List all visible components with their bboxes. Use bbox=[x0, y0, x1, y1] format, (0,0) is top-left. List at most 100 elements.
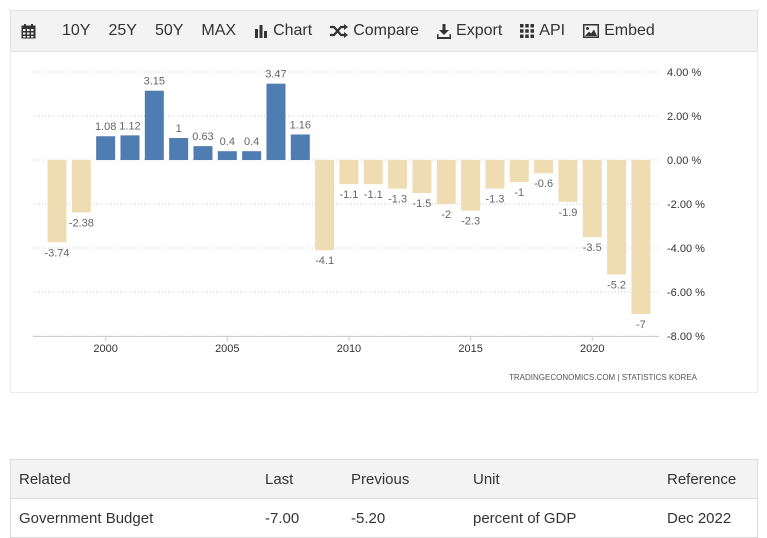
chart-button[interactable]: Chart bbox=[245, 11, 321, 51]
cell-last: -7.00 bbox=[265, 509, 300, 527]
chart-bar bbox=[363, 160, 383, 185]
header-reference: Reference bbox=[659, 460, 757, 499]
data-label: -2.3 bbox=[461, 216, 480, 228]
chart-bar bbox=[607, 160, 627, 275]
chart-panel: 4.00 % 2.00 % 0.00 % -2.00 % -4.00 % -6.00 % -… bbox=[10, 52, 758, 393]
y-tick-label: -8.00 % bbox=[667, 331, 705, 343]
data-label: -3.74 bbox=[44, 247, 69, 259]
chart-bar bbox=[388, 160, 408, 189]
related-table-container: Related Last Previous Unit Reference Gov… bbox=[10, 459, 758, 538]
data-label: 0.63 bbox=[192, 131, 213, 143]
data-label: -4.1 bbox=[315, 255, 334, 267]
data-label: 1.16 bbox=[290, 119, 311, 131]
data-label: -1.9 bbox=[558, 207, 577, 219]
chart-bar bbox=[193, 146, 213, 160]
chart-button-label: Chart bbox=[273, 22, 313, 39]
export-button-label: Export bbox=[456, 22, 503, 39]
y-tick-label: -4.00 % bbox=[667, 243, 705, 255]
range-max-button[interactable]: MAX bbox=[192, 11, 245, 51]
api-button-label: API bbox=[539, 22, 566, 39]
data-label: 1.12 bbox=[119, 120, 140, 132]
range-25y-label: 25Y bbox=[108, 22, 137, 39]
image-icon bbox=[583, 24, 600, 38]
source-attribution: TRADINGECONOMICS.COM | STATISTICS KOREA bbox=[509, 373, 698, 382]
chart-bar bbox=[120, 135, 140, 160]
header-previous: Previous bbox=[343, 460, 465, 499]
chart-bar bbox=[631, 160, 651, 314]
chart-bar bbox=[315, 160, 335, 251]
data-label: 0.4 bbox=[220, 136, 235, 148]
related-table: Related Last Previous Unit Reference Gov… bbox=[11, 460, 757, 537]
cell-previous: -5.20 bbox=[351, 509, 386, 527]
x-tick-label: 2000 bbox=[93, 343, 117, 355]
chart-bar bbox=[169, 138, 189, 160]
chart-bar bbox=[266, 83, 286, 160]
range-50y-button[interactable]: 50Y bbox=[146, 11, 192, 51]
data-label: -5.2 bbox=[607, 279, 626, 291]
budget-bar-chart: 4.00 % 2.00 % 0.00 % -2.00 % -4.00 % -6.00 % -… bbox=[33, 67, 705, 382]
data-label: -2.38 bbox=[69, 217, 94, 229]
calendar-icon bbox=[21, 23, 36, 38]
cell-unit: percent of GDP bbox=[473, 509, 577, 527]
chart-bar bbox=[217, 151, 237, 160]
chart-bar bbox=[71, 160, 91, 213]
y-tick-label: 0.00 % bbox=[667, 155, 701, 167]
y-tick-label: -2.00 % bbox=[667, 199, 705, 211]
data-label: -1 bbox=[514, 187, 524, 199]
data-label: -7 bbox=[636, 319, 646, 331]
chart-bar bbox=[96, 136, 116, 160]
data-label: -2 bbox=[441, 209, 451, 221]
data-label: -0.6 bbox=[534, 178, 553, 190]
data-label: 0.4 bbox=[244, 136, 259, 148]
x-tick-label: 2005 bbox=[215, 343, 239, 355]
chart-bar bbox=[558, 160, 578, 202]
data-label: 3.15 bbox=[144, 76, 165, 88]
export-button[interactable]: Export bbox=[428, 11, 511, 51]
y-tick-label: 2.00 % bbox=[667, 111, 701, 123]
chart-bar bbox=[461, 160, 481, 211]
compare-button[interactable]: Compare bbox=[321, 11, 428, 51]
data-label: -3.5 bbox=[583, 242, 602, 254]
range-50y-label: 50Y bbox=[154, 22, 184, 39]
table-header-row: Related Last Previous Unit Reference bbox=[11, 460, 757, 499]
y-tick-label: -6.00 % bbox=[667, 287, 705, 299]
data-label: 1.08 bbox=[95, 121, 116, 133]
embed-button-label: Embed bbox=[604, 22, 655, 39]
header-unit: Unit bbox=[465, 460, 659, 499]
api-button[interactable]: API bbox=[511, 11, 574, 51]
y-tick-label: 4.00 % bbox=[667, 67, 701, 79]
table-row[interactable]: Government Budget -7.00 -5.20 percent of… bbox=[11, 499, 757, 538]
header-related: Related bbox=[11, 460, 257, 499]
grid-icon bbox=[520, 24, 535, 38]
chart-bar bbox=[144, 90, 164, 160]
chart-bar bbox=[436, 160, 456, 204]
header-last: Last bbox=[257, 460, 343, 499]
range-10y-button[interactable]: 10Y bbox=[53, 11, 99, 51]
chart-bar bbox=[47, 160, 67, 243]
x-tick-label: 2015 bbox=[458, 343, 482, 355]
chart-bar bbox=[242, 151, 262, 160]
bar-chart-icon bbox=[255, 25, 268, 38]
embed-button[interactable]: Embed bbox=[574, 11, 664, 51]
chart-bar bbox=[339, 160, 359, 185]
download-icon bbox=[437, 23, 452, 39]
data-label: -1.1 bbox=[339, 189, 358, 201]
range-max-label: MAX bbox=[201, 22, 237, 39]
calendar-button[interactable] bbox=[11, 11, 53, 51]
cell-reference: Dec 2022 bbox=[667, 509, 732, 527]
chart-bar bbox=[509, 160, 529, 182]
compare-button-label: Compare bbox=[353, 22, 420, 39]
data-label: -1.5 bbox=[412, 198, 431, 210]
data-label: 3.47 bbox=[265, 69, 286, 81]
x-tick-label: 2020 bbox=[580, 343, 604, 355]
data-label: -1.1 bbox=[364, 189, 383, 201]
chart-bar bbox=[582, 160, 602, 237]
x-tick-label: 2010 bbox=[337, 343, 361, 355]
chart-bar bbox=[534, 160, 554, 174]
chart-toolbar: 10Y 25Y 50Y MAX Chart Compare Export API… bbox=[10, 10, 758, 52]
shuffle-icon bbox=[330, 24, 349, 38]
cell-related-link[interactable]: Government Budget bbox=[19, 509, 154, 527]
range-25y-button[interactable]: 25Y bbox=[99, 11, 145, 51]
data-label: 1 bbox=[176, 123, 182, 135]
data-label: -1.3 bbox=[388, 194, 407, 206]
